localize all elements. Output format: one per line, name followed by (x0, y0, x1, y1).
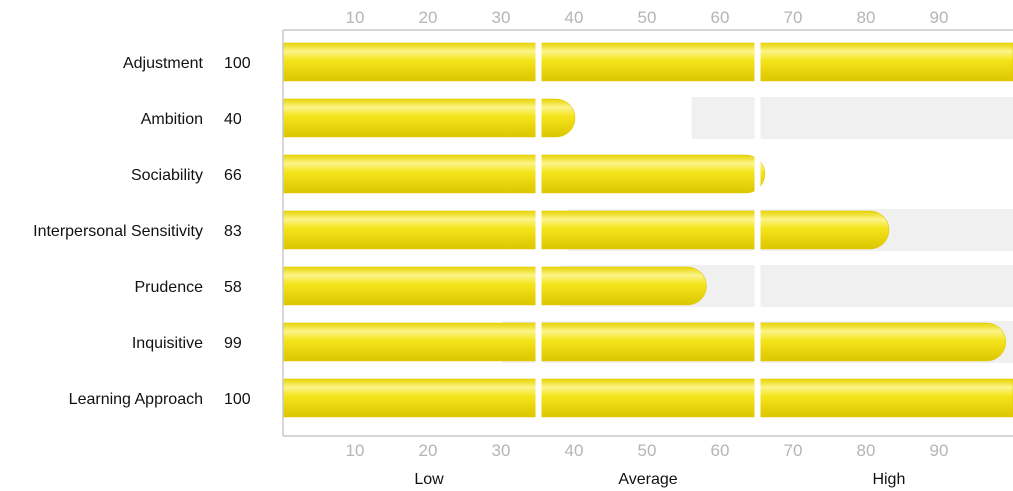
category-label-5: Inquisitive (132, 335, 203, 352)
bars (282, 42, 1013, 418)
bottom-tick-label-2: 30 (492, 441, 511, 460)
top-tick-label-5: 60 (711, 8, 730, 27)
top-tick-label-6: 70 (784, 8, 803, 27)
value-label-1: 40 (224, 111, 242, 128)
category-label-2: Sociability (131, 167, 203, 184)
band-separator-1 (535, 38, 542, 428)
category-label-0: Adjustment (123, 55, 204, 72)
top-tick-label-8: 90 (930, 8, 949, 27)
axes (282, 29, 1013, 437)
labels: Adjustment 100 Ambition 40 Sociability 66 Inte… (33, 8, 948, 488)
range-bg-1 (691, 97, 1013, 139)
top-tick-label-4: 50 (638, 8, 657, 27)
top-tick-label-2: 30 (492, 8, 511, 27)
band-label-high: High (872, 471, 905, 488)
bottom-tick-label-3: 40 (565, 441, 584, 460)
category-label-6: Learning Approach (69, 391, 203, 408)
category-label-1: Ambition (141, 111, 203, 128)
band-separator-2 (754, 38, 761, 428)
bar-1 (282, 98, 576, 138)
value-label-3: 83 (224, 223, 242, 240)
top-tick-label-7: 80 (857, 8, 876, 27)
bottom-tick-label-1: 20 (419, 441, 438, 460)
bar-3 (282, 210, 890, 250)
bar-6 (282, 378, 1013, 418)
top-tick-label-3: 40 (565, 8, 584, 27)
bottom-tick-label-4: 50 (638, 441, 657, 460)
category-label-3: Interpersonal Sensitivity (33, 223, 203, 240)
bar-5 (282, 322, 1006, 362)
bottom-tick-label-5: 60 (711, 441, 730, 460)
bar-4 (282, 266, 707, 306)
bottom-tick-label-0: 10 (346, 441, 365, 460)
band-label-average: Average (618, 471, 677, 488)
category-label-4: Prudence (135, 279, 204, 296)
value-label-2: 66 (224, 167, 242, 184)
band-label-low: Low (414, 471, 444, 488)
bar-2 (282, 154, 766, 194)
value-label-6: 100 (224, 391, 251, 408)
value-label-0: 100 (224, 55, 251, 72)
bottom-tick-label-7: 80 (857, 441, 876, 460)
bottom-tick-label-6: 70 (784, 441, 803, 460)
value-label-4: 58 (224, 279, 242, 296)
bottom-tick-label-8: 90 (930, 441, 949, 460)
top-tick-label-1: 20 (419, 8, 438, 27)
top-tick-label-0: 10 (346, 8, 365, 27)
value-label-5: 99 (224, 335, 242, 352)
band-separators (535, 38, 761, 428)
bar-0 (282, 42, 1013, 82)
